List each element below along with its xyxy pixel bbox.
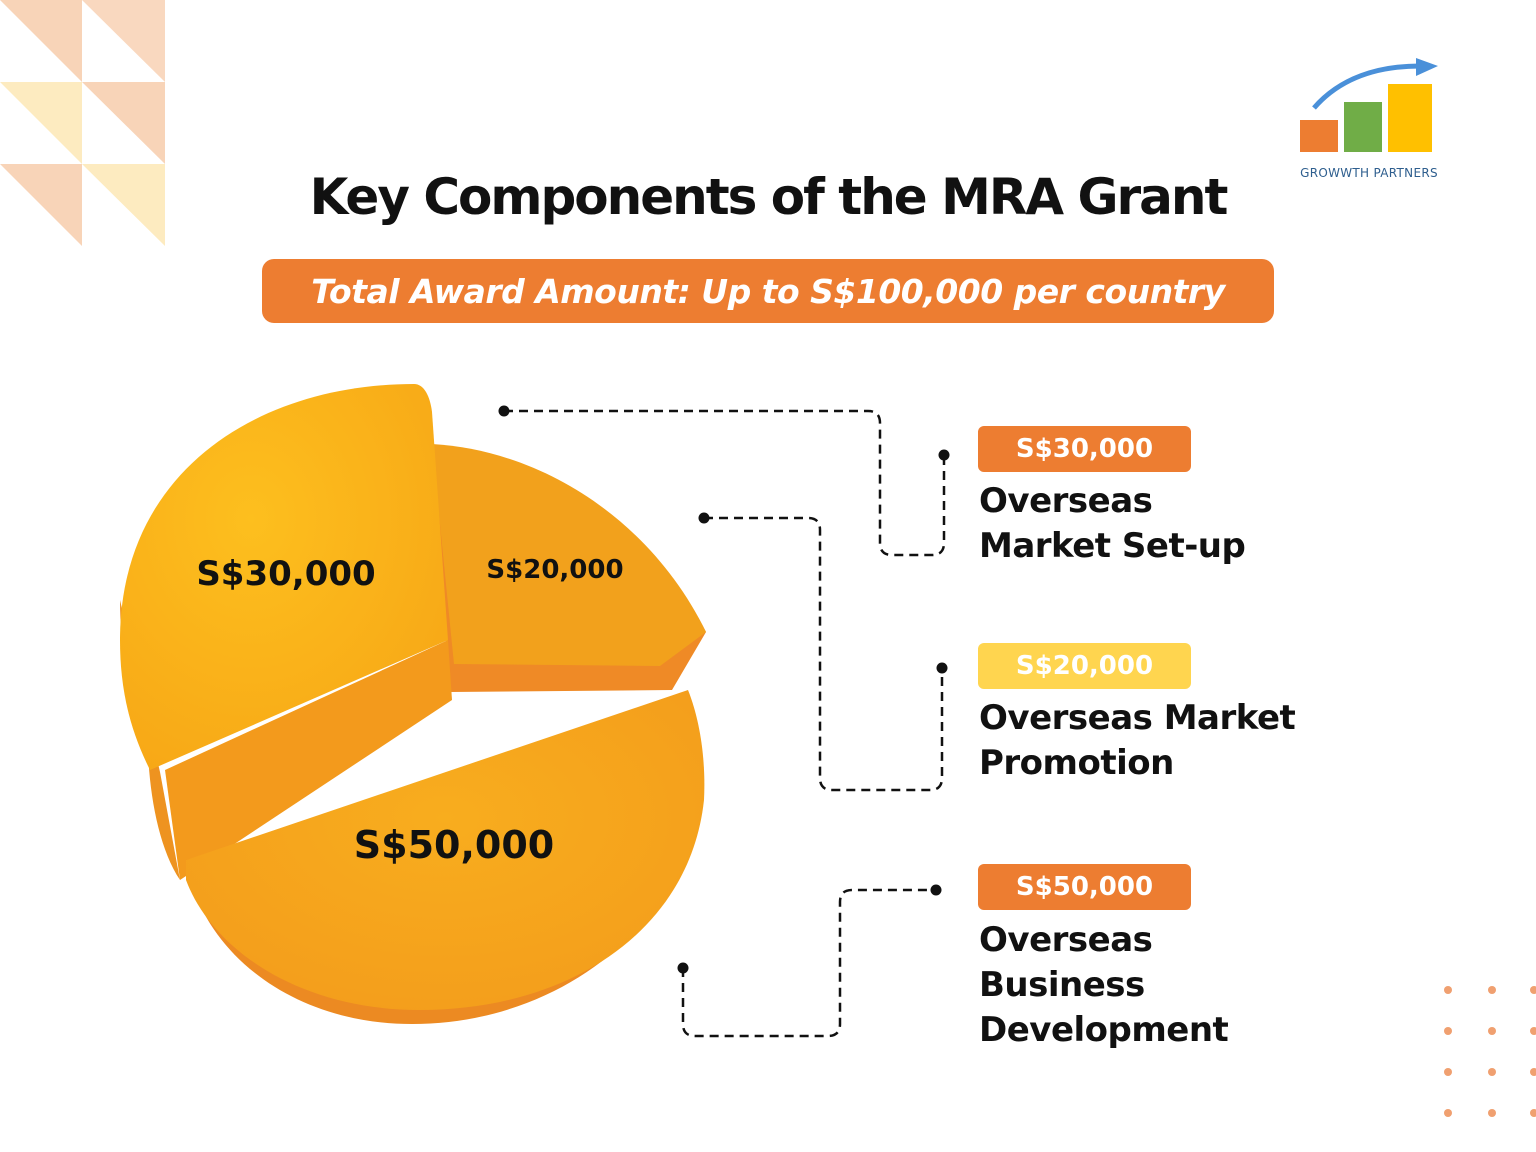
legend-label-promotion: Overseas Market Promotion — [979, 696, 1319, 786]
legend-badge-development: S$50,000 — [978, 864, 1191, 910]
connector-lines — [498, 405, 950, 1038]
legend-label-line: Development — [979, 1010, 1229, 1050]
decorative-dots — [1444, 986, 1536, 1117]
bar-chart-arrow-icon — [1300, 58, 1438, 152]
legend-badge-promotion: S$20,000 — [978, 643, 1191, 689]
legend-label-development: Overseas Business Development — [979, 918, 1319, 1053]
legend-label-line: Promotion — [979, 743, 1174, 783]
logo-bar-3 — [1388, 84, 1432, 152]
pie-label-promotion: S$20,000 — [486, 555, 624, 585]
page-title: Key Components of the MRA Grant — [309, 168, 1229, 226]
legend-label-setup: Overseas Market Set-up — [979, 479, 1319, 569]
pie-label-development: S$50,000 — [353, 823, 555, 867]
pie-slice-promotion — [432, 444, 706, 692]
legend-label-line: Overseas Market — [979, 698, 1296, 738]
pie-slice-development — [186, 690, 705, 1024]
decorative-triangles — [0, 0, 165, 246]
logo-text: GROWWTH PARTNERS — [1300, 166, 1438, 180]
connector-development — [681, 888, 936, 1038]
pie-chart — [120, 384, 706, 1024]
legend-label-line: Market Set-up — [979, 526, 1246, 566]
award-banner-text: Total Award Amount: Up to S$100,000 per … — [311, 271, 1225, 311]
logo-bar-1 — [1300, 120, 1338, 152]
pie-slice-setup — [120, 384, 452, 880]
legend-label-line: Overseas — [979, 481, 1153, 521]
connector-setup — [504, 409, 946, 557]
connector-promotion — [704, 516, 944, 792]
logo-bar-2 — [1344, 102, 1382, 152]
legend-badge-setup: S$30,000 — [978, 426, 1191, 472]
pie-label-setup: S$30,000 — [196, 554, 376, 594]
legend-label-line: Overseas — [979, 920, 1153, 960]
legend-label-line: Business — [979, 965, 1145, 1005]
award-banner: Total Award Amount: Up to S$100,000 per … — [262, 259, 1274, 323]
